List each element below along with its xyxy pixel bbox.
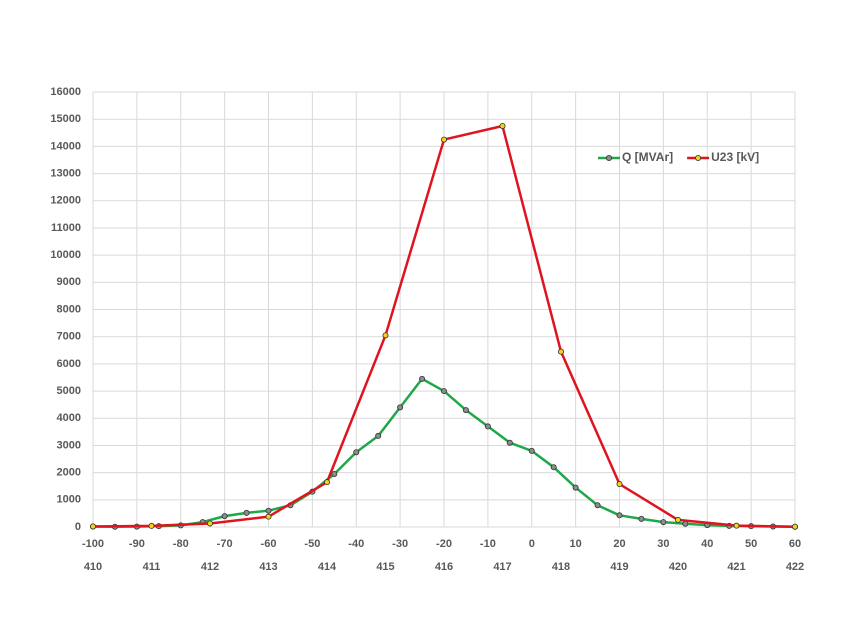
point <box>594 502 601 509</box>
point <box>221 513 228 520</box>
x-tick-label: -70 <box>217 538 233 550</box>
x-tick-label: -80 <box>173 538 189 550</box>
x-tick-label: -90 <box>129 538 145 550</box>
x-tick-label: 10 <box>570 538 582 550</box>
x-tick-label: 50 <box>745 538 757 550</box>
point <box>675 516 682 523</box>
y-tick-label: 13000 <box>50 167 81 179</box>
x2-tick-label: 415 <box>376 561 394 573</box>
point <box>528 447 535 454</box>
point <box>572 484 579 491</box>
x-tick-label: -30 <box>392 538 408 550</box>
legend-marker <box>606 154 613 161</box>
x-tick-label: -60 <box>261 538 277 550</box>
y-tick-label: 3000 <box>57 439 81 451</box>
y-tick-label: 8000 <box>57 303 81 315</box>
y-tick-label: 7000 <box>57 331 81 343</box>
y-tick-label: 14000 <box>50 140 81 152</box>
point <box>733 522 740 529</box>
x2-tick-label: 419 <box>610 561 628 573</box>
y-tick-label: 5000 <box>57 385 81 397</box>
point <box>499 122 506 129</box>
point <box>323 479 330 486</box>
x2-tick-label: 413 <box>259 561 277 573</box>
point <box>375 432 382 439</box>
point <box>792 523 799 530</box>
y-tick-label: 16000 <box>50 86 81 98</box>
x-tick-label: 30 <box>657 538 669 550</box>
point <box>484 423 491 430</box>
legend-label: Q [MVAr] <box>622 150 673 164</box>
y-tick-label: 0 <box>75 521 81 533</box>
point <box>558 348 565 355</box>
point <box>243 509 250 516</box>
x2-tick-label: 422 <box>786 561 804 573</box>
x2-tick-label: 410 <box>84 561 102 573</box>
x2-tick-label: 417 <box>493 561 511 573</box>
x-tick-label: 40 <box>701 538 713 550</box>
x2-tick-label: 412 <box>201 561 219 573</box>
point <box>616 512 623 519</box>
x-tick-label: 0 <box>529 538 535 550</box>
point <box>265 507 272 514</box>
x-tick-label: -20 <box>436 538 452 550</box>
point <box>419 375 426 382</box>
point <box>440 136 447 143</box>
point <box>638 515 645 522</box>
x-tick-label: 60 <box>789 538 801 550</box>
point <box>265 513 272 520</box>
x2-tick-label: 418 <box>552 561 570 573</box>
x-tick-label: -50 <box>304 538 320 550</box>
y-tick-label: 6000 <box>57 358 81 370</box>
point <box>206 520 213 527</box>
point <box>506 439 513 446</box>
y-tick-label: 12000 <box>50 195 81 207</box>
y-tick-label: 1000 <box>57 494 81 506</box>
point <box>353 449 360 456</box>
y-tick-label: 15000 <box>50 113 81 125</box>
point <box>397 404 404 411</box>
y-tick-label: 9000 <box>57 276 81 288</box>
legend-marker <box>695 154 702 161</box>
x2-tick-label: 420 <box>669 561 687 573</box>
legend-label: U23 [kV] <box>711 150 759 164</box>
x-tick-label: -10 <box>480 538 496 550</box>
x2-tick-label: 411 <box>143 561 161 573</box>
x-tick-label: -40 <box>348 538 364 550</box>
x2-tick-label: 416 <box>435 561 453 573</box>
point <box>382 332 389 339</box>
y-tick-label: 10000 <box>50 249 81 261</box>
point <box>462 407 469 414</box>
point <box>550 464 557 471</box>
y-tick-label: 4000 <box>57 412 81 424</box>
point <box>331 470 338 477</box>
y-tick-label: 11000 <box>51 222 81 234</box>
point <box>660 519 667 526</box>
y-tick-label: 2000 <box>57 467 81 479</box>
x-tick-label: -100 <box>82 538 104 550</box>
x-tick-label: 20 <box>613 538 625 550</box>
point <box>440 388 447 395</box>
point <box>616 481 623 488</box>
x2-tick-label: 421 <box>727 561 745 573</box>
point <box>148 522 155 529</box>
point <box>90 523 97 530</box>
x2-tick-label: 414 <box>318 561 337 573</box>
